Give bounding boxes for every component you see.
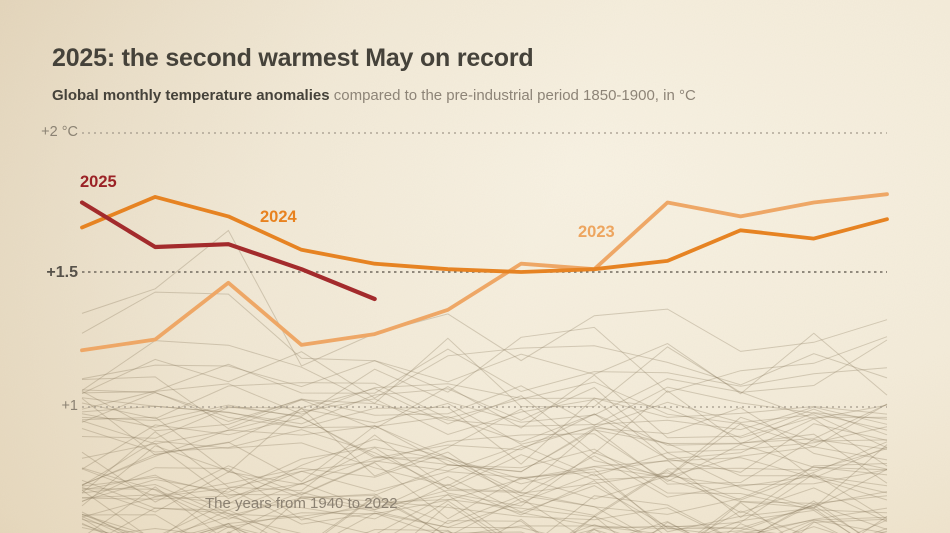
page-title: 2025: the second warmest May on record [52,44,534,72]
y-axis-label-1-5: +1.5 [46,264,78,281]
subtitle-rest-text: compared to the pre-industrial period 18… [329,87,696,104]
series-label-2025: 2025 [80,173,117,191]
chart-subtitle: Global monthly temperature anomalies com… [52,87,696,104]
background-years-note: The years from 1940 to 2022 [205,495,398,512]
y-axis-label-1: +1 [61,398,78,414]
series-label-2024: 2024 [260,208,297,226]
subtitle-bold-text: Global monthly temperature anomalies [52,87,330,104]
series-label-2023: 2023 [578,223,615,241]
y-axis-label-2c: +2 °C [41,124,78,140]
